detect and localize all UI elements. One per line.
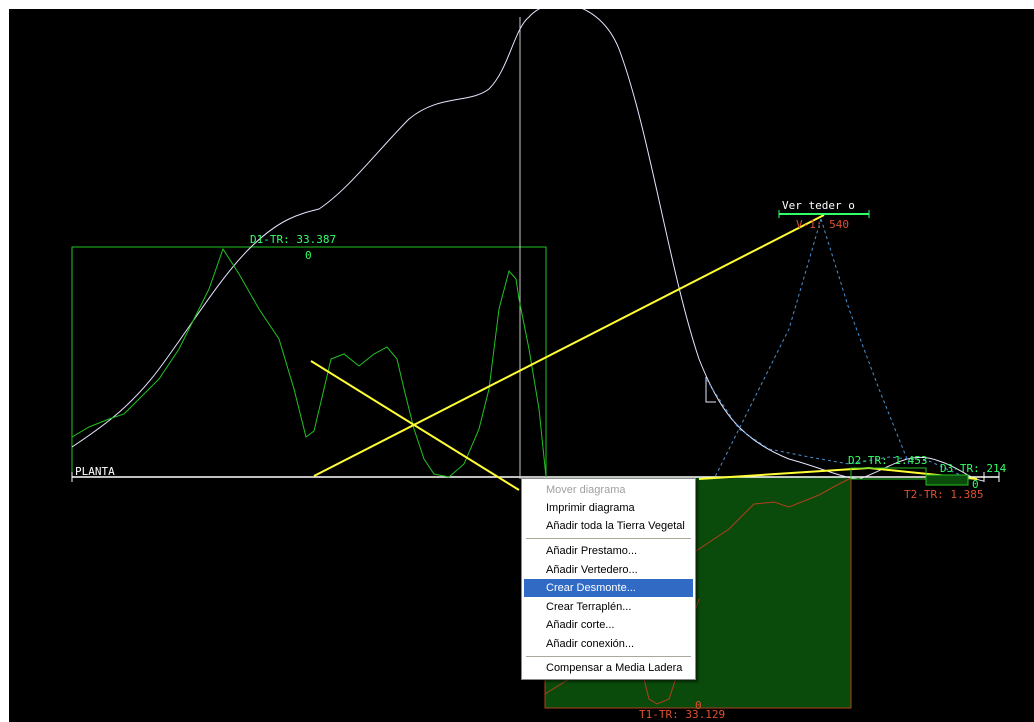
context-menu: Mover diagrama Imprimir diagrama Añadir … [521,478,696,680]
menu-item-imprimir-diagrama[interactable]: Imprimir diagrama [546,502,635,514]
desmonte-curve [71,247,547,478]
menu-separator [526,538,691,539]
t2-zero: 0 [972,478,979,491]
menu-separator [526,656,691,657]
profile-step [705,377,716,403]
menu-item-anadir-corte[interactable]: Añadir corte... [546,619,615,631]
dashed-line-1 [713,218,822,480]
desmonte-box [71,246,547,478]
d3-box [925,474,969,486]
planta-label: PLANTA [75,465,115,478]
verteder-label: Ver teder o [782,199,855,212]
d3-label: D3-TR: 214 [940,462,1007,475]
t1-zero: 0 [695,699,702,712]
t2-label: T2-TR: 1.385 [904,488,983,501]
menu-item-mover-diagrama[interactable]: Mover diagrama [546,484,626,496]
menu-item-anadir-vertedero[interactable]: Añadir Vertedero... [546,564,638,576]
menu-item-anadir-prestamo[interactable]: Añadir Prestamo... [546,545,638,557]
yellow-baseline-right [698,467,870,480]
menu-item-crear-terraplen[interactable]: Crear Terraplén... [546,601,632,613]
menu-item-anadir-conexion[interactable]: Añadir conexión... [546,638,635,650]
dashed-line-3 [705,378,970,480]
d2-label: D2-TR: 1.453 [848,454,927,467]
t1-label: T1-TR: 33.129 [639,708,725,721]
d1-label: D1-TR: 33.387 [250,233,336,246]
d1-zero: 0 [305,249,312,262]
profile-curve [71,9,860,480]
dashed-line-2 [820,218,910,465]
v-label: V-1: 540 [796,218,849,231]
d2-box [850,467,927,480]
menu-item-crear-desmonte[interactable]: Crear Desmonte... [524,579,693,597]
menu-item-compensar-media-ladera[interactable]: Compensar a Media Ladera [546,662,683,674]
menu-item-anadir-tierra-vegetal[interactable]: Añadir toda la Tierra Vegetal [546,520,685,532]
yellow-diagonal-1 [310,360,520,491]
yellow-diagonal-2 [313,214,825,477]
